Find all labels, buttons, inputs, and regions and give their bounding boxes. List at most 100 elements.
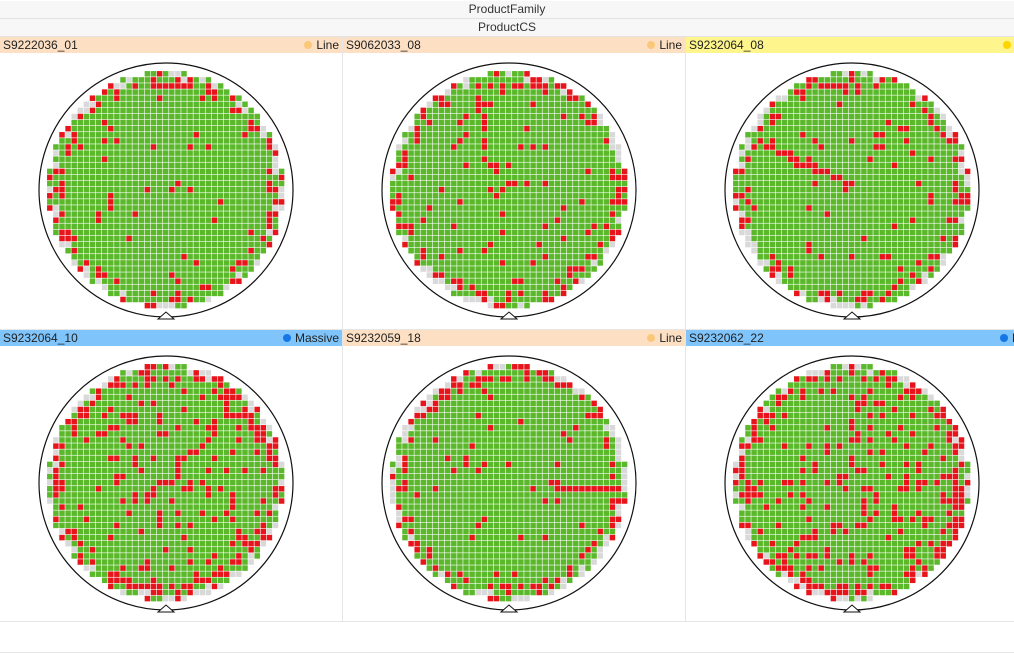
die-cell	[830, 266, 837, 272]
die-cell	[560, 400, 567, 407]
die-cell	[909, 247, 916, 254]
die-cell	[162, 406, 169, 413]
die-cell	[573, 168, 579, 175]
die-cell	[903, 223, 910, 230]
die-cell	[560, 119, 567, 126]
die-cell	[591, 180, 597, 187]
die-cell	[867, 138, 873, 144]
wafer-panel[interactable]: S9232059_18 Line	[343, 330, 686, 623]
die-cell	[217, 443, 224, 449]
die-cell	[199, 266, 206, 272]
die-cell	[199, 241, 206, 248]
die-cell	[150, 211, 157, 217]
die-cell	[132, 83, 138, 89]
die-cell	[928, 144, 934, 150]
die-cell	[787, 119, 794, 126]
die-cell	[266, 150, 273, 156]
die-cell	[493, 388, 500, 394]
die-cell	[138, 113, 145, 120]
die-cell	[891, 223, 898, 230]
die-cell	[763, 113, 770, 120]
die-cell	[162, 138, 169, 144]
die-cell	[818, 266, 824, 272]
die-cell	[499, 260, 506, 266]
die-cell	[162, 443, 169, 449]
die-cell	[836, 77, 843, 83]
die-cell	[481, 388, 488, 394]
die-cell	[469, 254, 475, 260]
die-cell	[144, 382, 151, 388]
die-cell	[266, 504, 273, 510]
die-cell	[505, 284, 512, 291]
product-family-header[interactable]: ProductFamily	[0, 1, 1014, 19]
die-cell	[548, 162, 555, 169]
wafer-panel[interactable]: S9062033_08 Line	[343, 37, 686, 330]
die-cell	[812, 260, 818, 266]
die-cell	[432, 95, 439, 101]
die-cell	[818, 199, 824, 205]
die-cell	[757, 150, 763, 156]
die-cell	[836, 254, 843, 260]
die-cell	[396, 205, 402, 211]
wafer-panel[interactable]: S9222036_01 Line	[0, 37, 343, 330]
die-cell	[248, 479, 254, 486]
die-cell	[181, 290, 187, 297]
die-cell	[199, 425, 206, 431]
die-cell	[824, 284, 831, 291]
die-cell	[120, 180, 126, 187]
product-cs-header[interactable]: ProductCS	[0, 19, 1014, 37]
die-cell	[95, 254, 102, 260]
die-cell	[560, 284, 567, 291]
die-cell	[120, 559, 126, 565]
die-cell	[175, 449, 181, 455]
die-cell	[909, 284, 916, 291]
die-cell	[187, 425, 193, 431]
die-cell	[609, 205, 616, 211]
die-cell	[512, 138, 518, 144]
die-cell	[114, 186, 120, 193]
die-cell	[217, 260, 224, 266]
die-cell	[175, 83, 181, 89]
die-cell	[487, 211, 494, 217]
die-cell	[162, 296, 169, 303]
die-cell	[566, 247, 573, 254]
wafer-panel[interactable]: S9232064_10 Massive	[0, 330, 343, 623]
die-cell	[861, 77, 867, 83]
die-cell	[818, 156, 824, 162]
die-cell	[83, 522, 90, 529]
die-cell	[162, 144, 169, 150]
die-cell	[211, 486, 218, 492]
die-cell	[560, 266, 567, 272]
wafer-panel[interactable]: S9232064_08Scratch	[686, 37, 1014, 330]
die-cell	[162, 260, 169, 266]
die-cell	[71, 528, 77, 535]
die-cell	[169, 461, 175, 468]
die-cell	[169, 449, 175, 455]
die-cell	[891, 156, 898, 162]
die-cell	[800, 95, 806, 101]
die-cell	[554, 205, 561, 211]
die-cell	[505, 89, 512, 95]
die-cell	[505, 296, 512, 303]
die-cell	[193, 125, 199, 132]
die-cell	[65, 455, 71, 462]
die-cell	[885, 77, 892, 83]
die-cell	[879, 223, 885, 230]
die-cell	[432, 223, 439, 230]
die-cell	[579, 388, 585, 394]
die-cell	[806, 144, 812, 150]
die-cell	[162, 205, 169, 211]
die-cell	[579, 205, 585, 211]
die-cell	[800, 193, 806, 199]
die-cell	[278, 174, 285, 181]
die-cell	[114, 83, 120, 89]
die-cell	[101, 95, 108, 101]
die-cell	[566, 107, 573, 114]
die-cell	[47, 180, 53, 187]
die-cell	[457, 168, 463, 175]
die-cell	[542, 89, 549, 95]
die-cell	[536, 272, 542, 278]
die-cell	[175, 510, 181, 516]
die-cell	[230, 162, 236, 169]
die-cell	[487, 150, 494, 156]
